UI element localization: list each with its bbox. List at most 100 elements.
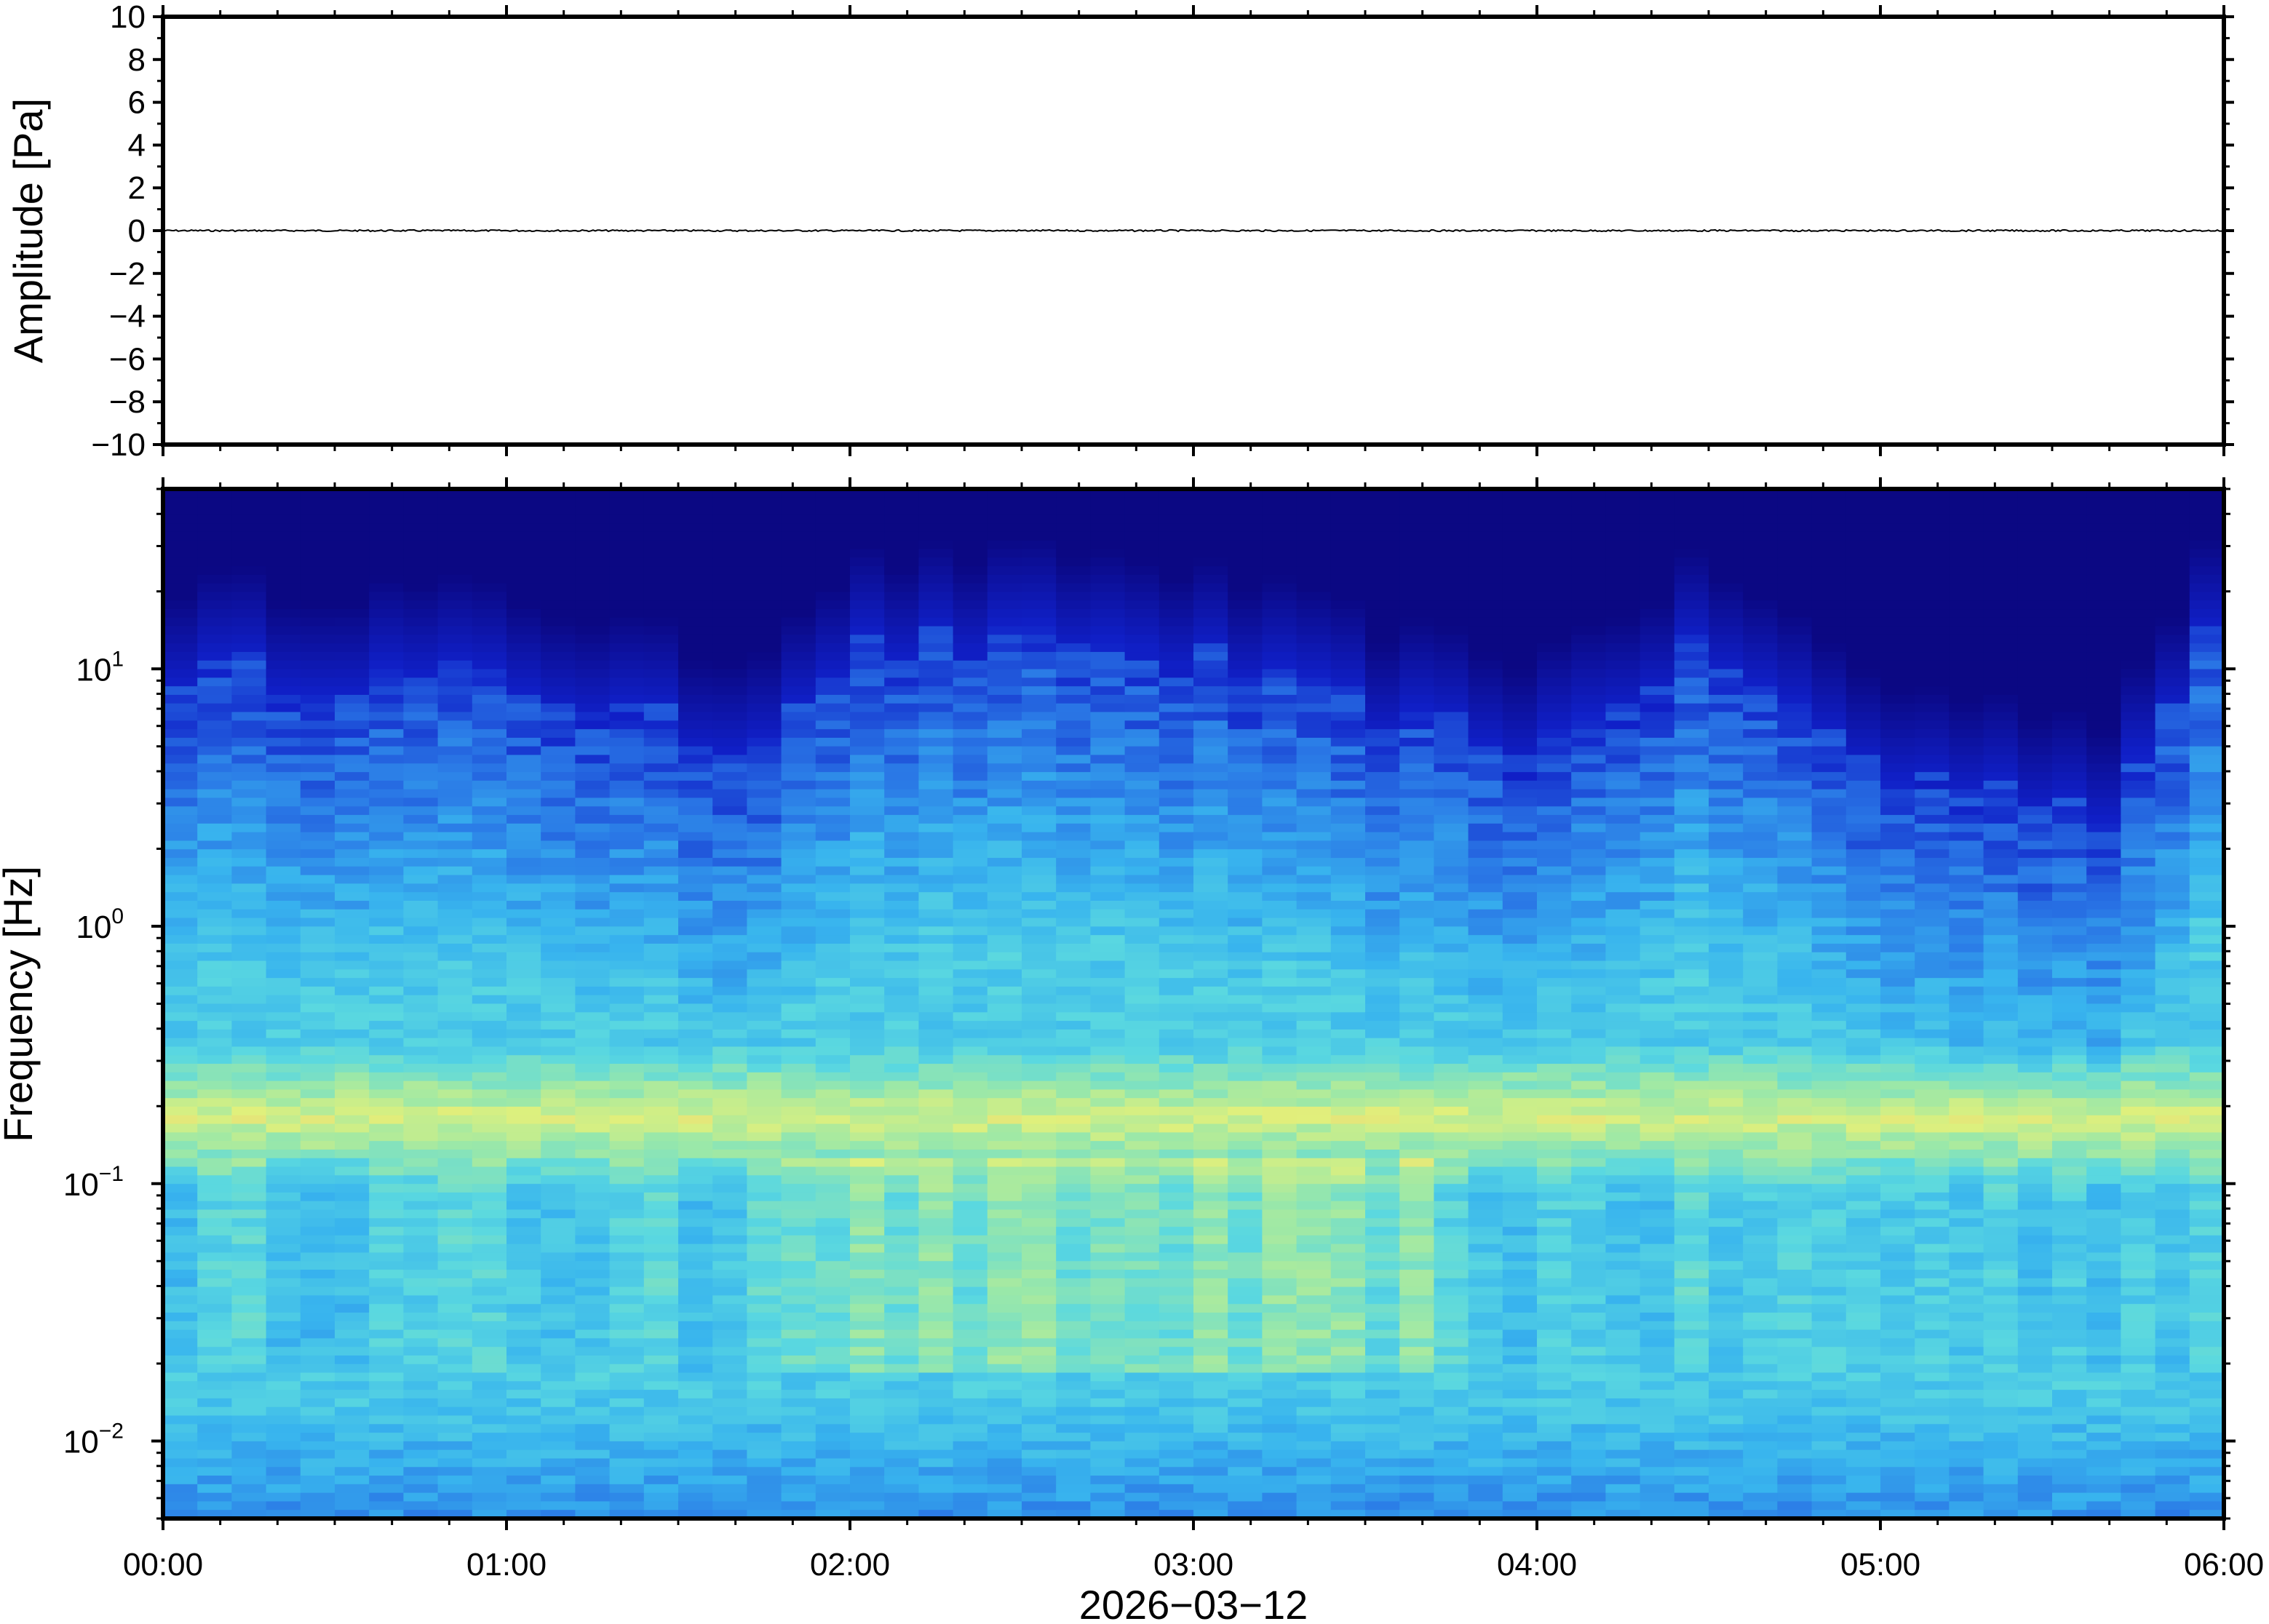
spectrogram-cell	[987, 574, 1022, 584]
spectrogram-cell	[678, 1270, 713, 1279]
spectrogram-cell	[197, 1012, 233, 1022]
spectrogram-cell	[1296, 1021, 1332, 1030]
spectrogram-cell	[1537, 978, 1572, 987]
spectrogram-cell	[1296, 1372, 1332, 1382]
spectrogram-cell	[815, 1166, 851, 1177]
spectrogram-cell	[1056, 1338, 1092, 1348]
spectrogram-cell	[1124, 1072, 1160, 1082]
spectrogram-cell	[1022, 1270, 1057, 1279]
spectrogram-cell	[1502, 1227, 1538, 1236]
spectrogram-cell	[1193, 1390, 1228, 1399]
spectrogram-cell	[1399, 1338, 1435, 1348]
spectrogram-cell	[1193, 823, 1228, 833]
spectrogram-cell	[1022, 772, 1057, 781]
spectrogram-cell	[953, 1492, 988, 1502]
spectrogram-cell	[987, 789, 1022, 799]
spectrogram-cell	[1296, 1115, 1332, 1125]
spectrogram-cell	[678, 712, 713, 722]
spectrogram-cell	[1502, 1449, 1538, 1460]
spectrogram-cell	[850, 583, 885, 593]
spectrogram-cell	[815, 1381, 851, 1390]
spectrogram-cell	[1502, 1012, 1538, 1022]
spectrogram-cell	[369, 1175, 405, 1185]
spectrogram-cell	[1262, 489, 1298, 498]
spectrogram-cell	[678, 540, 713, 550]
spectrogram-cell	[747, 1261, 782, 1270]
spectrogram-cell	[1296, 695, 1332, 704]
spectrogram-cell	[781, 557, 816, 567]
spectrogram-cell	[1228, 669, 1263, 679]
spectrogram-cell	[1330, 1261, 1366, 1270]
spectrogram-cell	[1330, 1278, 1366, 1288]
spectrogram-cell	[643, 1381, 679, 1390]
spectrogram-cell	[1193, 1441, 1228, 1451]
spectrogram-cell	[1124, 1329, 1160, 1340]
spectrogram-cell	[575, 1390, 611, 1399]
spectrogram-cell	[266, 1355, 301, 1365]
spectrogram-cell	[1330, 1227, 1366, 1236]
spectrogram-cell	[231, 918, 267, 928]
spectrogram-cell	[643, 1080, 679, 1091]
spectrogram-cell	[1159, 643, 1194, 653]
spectrogram-cell	[850, 1278, 885, 1288]
spectrogram-cell	[197, 1235, 233, 1245]
spectrogram-cell	[300, 626, 335, 636]
spectrogram-cell	[1434, 1046, 1469, 1056]
spectrogram-cell	[1502, 1192, 1538, 1202]
spectrogram-cell	[781, 1261, 816, 1270]
spectrogram-cell	[1296, 1201, 1332, 1211]
spectrogram-cell	[1468, 1449, 1503, 1460]
spectrogram-cell	[1399, 960, 1435, 971]
spectrogram-cell	[918, 1458, 954, 1468]
spectrogram-cell	[575, 1175, 611, 1185]
spectrogram-cell	[266, 497, 301, 507]
spectrogram-cell	[815, 952, 851, 962]
spectrogram-cell	[1365, 746, 1400, 756]
spectrogram-cell	[918, 978, 954, 987]
spectrogram-cell	[850, 1080, 885, 1091]
spectrogram-cell	[266, 875, 301, 885]
spectrogram-cell	[437, 960, 473, 971]
spectrogram-cell	[953, 986, 988, 996]
spectrogram-cell	[1296, 986, 1332, 996]
spectrogram-cell	[747, 849, 782, 859]
spectrogram-cell	[231, 1158, 267, 1168]
spectrogram-cell	[643, 883, 679, 893]
spectrogram-cell	[643, 1227, 679, 1236]
spectrogram-cell	[1056, 1115, 1092, 1125]
spectrogram-cell	[884, 1003, 920, 1014]
spectrogram-cell	[1399, 1415, 1435, 1425]
spectrogram-cell	[472, 1492, 507, 1502]
spectrogram-cell	[643, 952, 679, 962]
spectrogram-cell	[1262, 1029, 1298, 1039]
spectrogram-cell	[987, 1235, 1022, 1245]
spectrogram-cell	[266, 566, 301, 576]
spectrogram-cell	[231, 686, 267, 696]
spectrogram-cell	[884, 1398, 920, 1408]
spectrogram-cell	[335, 875, 370, 885]
spectrogram-cell	[1124, 652, 1160, 661]
spectrogram-cell	[541, 1064, 576, 1073]
spectrogram-cell	[918, 926, 954, 936]
spectrogram-cell	[575, 763, 611, 773]
spectrogram-cell	[1228, 1149, 1263, 1159]
spectrogram-cell	[953, 995, 988, 1005]
spectrogram-cell	[781, 1321, 816, 1331]
spectrogram-cell	[609, 1492, 645, 1502]
spectrogram-cell	[1434, 712, 1469, 722]
spectrogram-cell	[1365, 489, 1400, 498]
spectrogram-cell	[1159, 978, 1194, 987]
spectrogram-cell	[747, 1364, 782, 1374]
spectrogram-cell	[953, 1278, 988, 1288]
spectrogram-cell	[609, 1252, 645, 1262]
spectrogram-cell	[1090, 960, 1126, 971]
spectrogram-cell	[300, 797, 335, 808]
spectrogram-cell	[918, 1449, 954, 1460]
spectrogram-cell	[231, 746, 267, 756]
spectrogram-cell	[1228, 952, 1263, 962]
spectrogram-cell	[1124, 866, 1160, 876]
spectrogram-cell	[403, 1364, 439, 1374]
spectrogram-cell	[918, 712, 954, 722]
spectrogram-cell	[643, 918, 679, 928]
spectrogram-cell	[1159, 943, 1194, 953]
